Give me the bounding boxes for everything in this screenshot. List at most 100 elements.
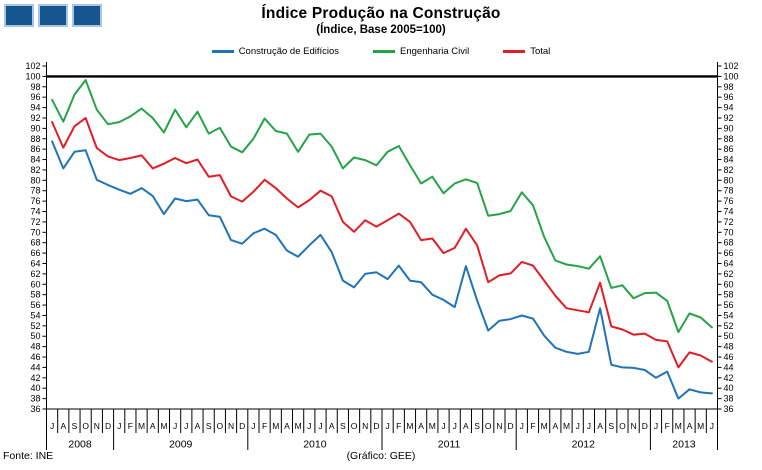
month-label: A (553, 421, 559, 431)
y-tick-label-left: 62 (30, 269, 40, 279)
y-tick-label-right: 42 (724, 373, 734, 383)
month-label: M (138, 421, 145, 431)
year-label-2011: 2011 (438, 439, 461, 451)
y-tick-label-left: 66 (30, 248, 40, 258)
year-label-2008: 2008 (68, 439, 92, 451)
y-tick-label-right: 92 (724, 113, 734, 123)
y-tick-label-right: 62 (724, 269, 734, 279)
month-label: D (373, 421, 379, 431)
month-label: A (463, 421, 469, 431)
month-label: O (619, 421, 626, 431)
month-label: S (72, 421, 78, 431)
source-note: Fonte: INE (3, 450, 54, 462)
month-label: S (474, 421, 480, 431)
month-label: F (665, 421, 670, 431)
month-label: D (105, 421, 111, 431)
y-tick-label-right: 94 (724, 103, 734, 113)
y-tick-label-right: 102 (724, 61, 739, 71)
month-label: J (654, 421, 658, 431)
month-label: J (441, 421, 445, 431)
y-tick-label-left: 46 (30, 352, 40, 362)
y-tick-label-right: 46 (724, 352, 734, 362)
chart-credit: (Gráfico: GEE) (346, 450, 416, 462)
month-label: M (295, 421, 302, 431)
y-tick-label-left: 52 (30, 321, 40, 331)
logo-square (72, 4, 102, 27)
month-label: O (217, 421, 224, 431)
month-label: F (530, 421, 535, 431)
y-tick-label-left: 86 (30, 144, 40, 154)
y-tick-label-left: 74 (30, 207, 40, 217)
series-line-engenharia-civil (51, 79, 713, 334)
month-label: D (642, 421, 648, 431)
series-line-total (51, 117, 713, 369)
y-tick-label-left: 70 (30, 227, 40, 237)
legend: Construção de Edifícios Engenharia Civil T… (0, 46, 762, 57)
month-label: J (307, 421, 311, 431)
legend-label-total: Total (530, 46, 551, 57)
logo-square (4, 4, 34, 27)
y-tick-label-right: 98 (724, 82, 734, 92)
y-tick-label-right: 44 (724, 362, 734, 372)
month-label: J (117, 421, 121, 431)
month-label: N (228, 421, 234, 431)
y-tick-label-left: 72 (30, 217, 40, 227)
y-tick-label-left: 76 (30, 196, 40, 206)
month-label: M (272, 421, 279, 431)
month-label: M (697, 421, 704, 431)
y-tick-label-right: 88 (724, 134, 734, 144)
month-label: N (94, 421, 100, 431)
legend-swatch-engenharia-civil (373, 50, 396, 53)
y-tick-label-left: 64 (30, 258, 40, 268)
legend-swatch-total (503, 50, 526, 53)
y-tick-label-right: 70 (724, 227, 734, 237)
y-tick-label-left: 60 (30, 279, 40, 289)
month-label: S (608, 421, 614, 431)
logo-square (38, 4, 68, 27)
y-tick-label-left: 94 (30, 103, 40, 113)
month-label: N (362, 421, 368, 431)
month-label: D (508, 421, 514, 431)
month-label: N (631, 421, 637, 431)
chart-subtitle: (Índice, Base 2005=100) (316, 24, 446, 36)
month-label: J (453, 421, 457, 431)
month-label: J (385, 421, 389, 431)
month-label: M (160, 421, 167, 431)
month-label: J (318, 421, 322, 431)
y-tick-label-left: 100 (25, 71, 40, 81)
y-tick-label-left: 92 (30, 113, 40, 123)
month-label: F (262, 421, 267, 431)
month-label: J (520, 421, 524, 431)
y-tick-label-right: 100 (724, 71, 739, 81)
y-tick-label-left: 96 (30, 92, 40, 102)
y-tick-label-left: 50 (30, 331, 40, 341)
year-label-2009: 2009 (169, 439, 193, 451)
y-tick-label-left: 54 (30, 310, 40, 320)
legend-label-engenharia-civil: Engenharia Civil (400, 46, 470, 57)
month-label: M (563, 421, 570, 431)
y-tick-label-right: 72 (724, 217, 734, 227)
year-label-2012: 2012 (572, 439, 596, 451)
y-tick-label-right: 58 (724, 290, 734, 300)
y-tick-label-left: 88 (30, 134, 40, 144)
y-tick-label-left: 80 (30, 175, 40, 185)
month-label: J (710, 421, 714, 431)
month-label: J (184, 421, 188, 431)
y-tick-label-right: 68 (724, 238, 734, 248)
month-label: F (128, 421, 133, 431)
y-tick-label-right: 84 (724, 155, 734, 165)
month-label: J (576, 421, 580, 431)
legend-label-construcao-de-edificios: Construção de Edifícios (238, 46, 340, 57)
y-tick-label-right: 54 (724, 310, 734, 320)
legend-item-construcao-de-edificios: Construção de Edifícios (211, 46, 340, 57)
y-tick-label-right: 36 (724, 404, 734, 414)
month-label: A (329, 421, 335, 431)
month-label: J (587, 421, 591, 431)
month-label: M (406, 421, 413, 431)
y-tick-label-left: 84 (30, 155, 40, 165)
y-tick-label-left: 38 (30, 394, 40, 404)
month-label: M (429, 421, 436, 431)
legend-item-engenharia-civil: Engenharia Civil (373, 46, 469, 57)
legend-item-total: Total (503, 46, 550, 57)
